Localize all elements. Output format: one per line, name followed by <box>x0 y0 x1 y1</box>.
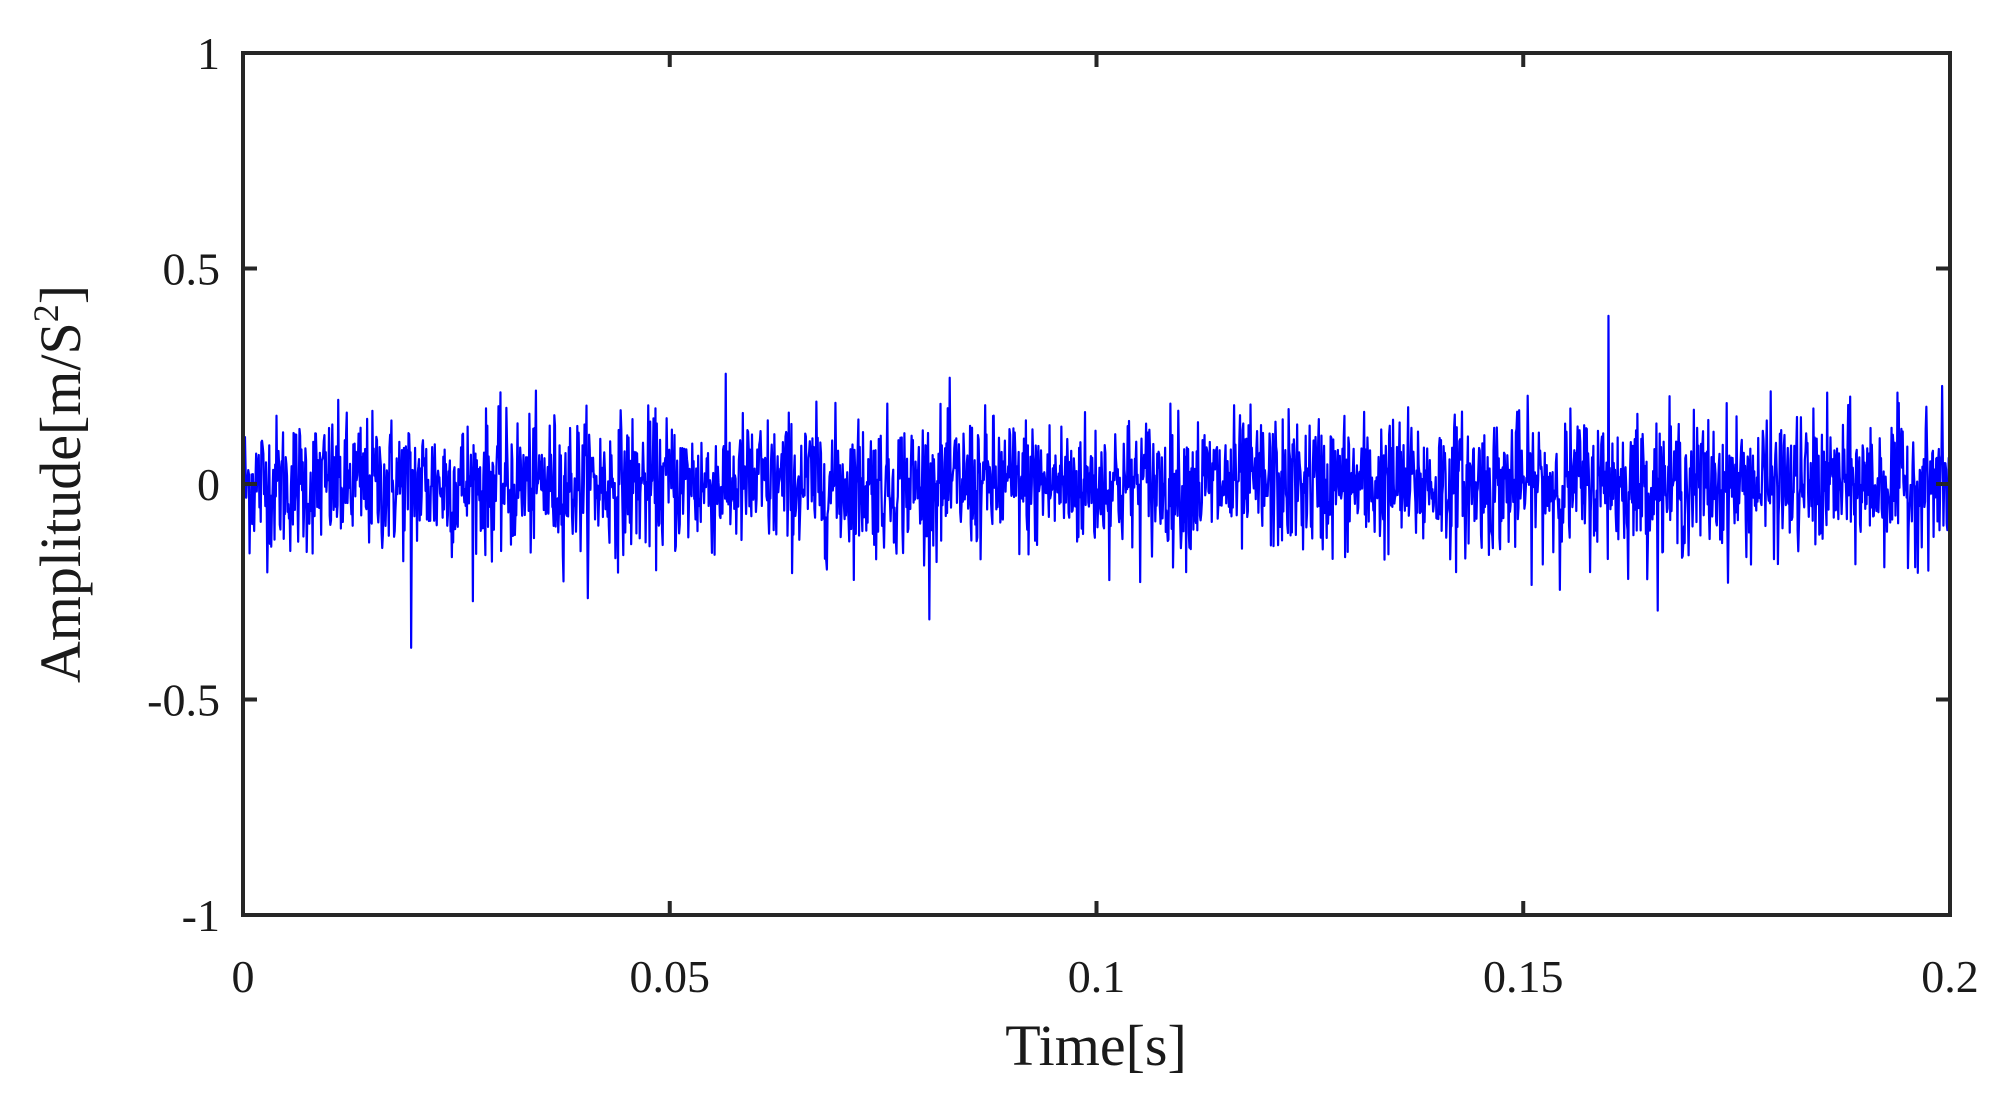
y-tick-label: 0.5 <box>163 244 221 295</box>
y-axis-title-sup: 2 <box>26 304 66 322</box>
plot-frame <box>241 51 1952 917</box>
y-axis-title-tail: ] <box>28 285 93 304</box>
y-tick-label: 0 <box>197 459 220 510</box>
y-axis-title-base: Amplitude[m/S <box>28 322 93 683</box>
x-tick-label: 0 <box>232 951 255 1002</box>
x-tick-label: 0.15 <box>1483 951 1564 1002</box>
x-tick-label: 0.05 <box>630 951 711 1002</box>
y-tick-label: 1 <box>197 28 220 79</box>
series-layer <box>241 314 1952 649</box>
y-tick-label: -1 <box>182 890 220 941</box>
x-tick-label: 0.2 <box>1921 951 1979 1002</box>
y-tick-label: -0.5 <box>147 675 220 726</box>
series-line <box>241 314 1952 649</box>
x-axis-title: Time[s] <box>1005 1013 1187 1078</box>
y-axis-title: Amplitude[m/S2] <box>26 285 93 683</box>
x-tick-labels: 0 0.05 0.1 0.15 0.2 <box>232 951 1979 1002</box>
y-tick-labels: 1 0.5 0 -0.5 -1 <box>147 28 220 941</box>
x-tick-label: 0.1 <box>1068 951 1126 1002</box>
